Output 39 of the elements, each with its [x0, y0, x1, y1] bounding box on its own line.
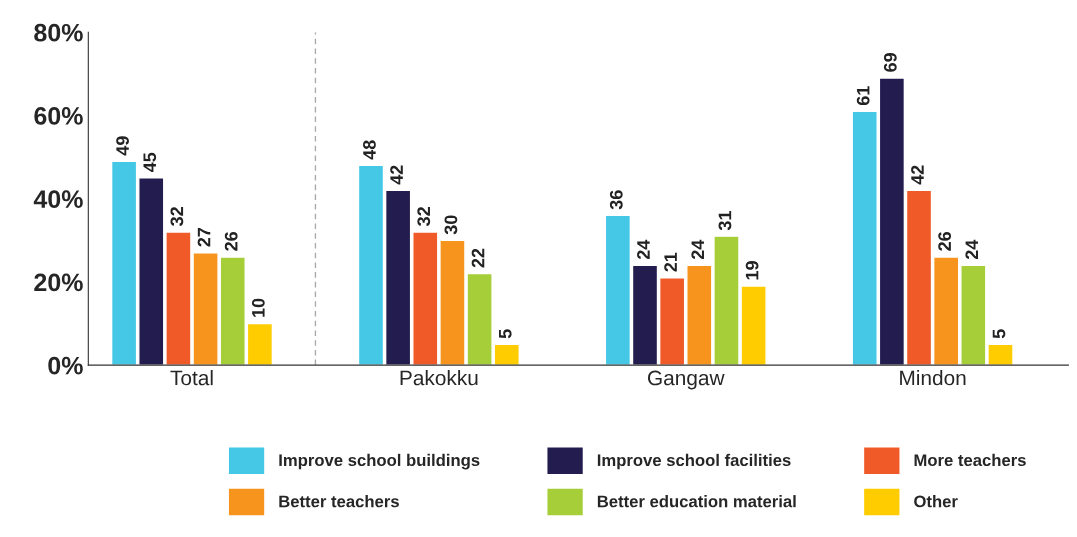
data-label: 5: [499, 329, 512, 339]
legend-label: Improve school facilities: [597, 453, 791, 470]
data-label: 45: [143, 152, 157, 173]
data-label: 27: [197, 227, 211, 247]
x-tick-label: Gangaw: [647, 370, 725, 390]
data-label: 42: [911, 165, 924, 185]
data-label: 5: [992, 329, 1006, 339]
data-label: 61: [856, 86, 870, 106]
y-tick-label: 40%: [33, 190, 83, 208]
data-label: 42: [390, 165, 403, 185]
data-label: 30: [444, 215, 458, 235]
data-label: 48: [363, 140, 376, 160]
data-label: 32: [170, 207, 184, 227]
data-label: 31: [718, 211, 732, 231]
data-label: 22: [471, 248, 485, 268]
y-tick-label: 0%: [48, 356, 83, 375]
data-label: 21: [664, 252, 677, 272]
data-label: 69: [883, 53, 897, 72]
data-label: 26: [938, 231, 952, 251]
legend-label: More teachers: [914, 453, 1026, 467]
x-tick-label: Pakokku: [400, 370, 478, 386]
legend-label: Other: [914, 495, 958, 508]
data-label: 24: [691, 239, 704, 260]
legend-label: Improve school buildings: [279, 453, 480, 470]
y-tick-label: 60%: [34, 107, 83, 125]
data-label: 24: [637, 239, 650, 260]
y-tick-label: 80%: [34, 23, 83, 42]
legend-label: Better teachers: [279, 495, 399, 508]
data-label: 10: [251, 298, 265, 317]
data-label: 49: [116, 136, 129, 156]
y-tick-label: 20%: [34, 273, 83, 292]
data-label: 26: [224, 231, 238, 251]
data-label: 24: [965, 239, 979, 260]
data-label: 19: [745, 261, 759, 280]
data-label: 32: [417, 207, 431, 227]
x-tick-label: Mindon: [900, 370, 966, 386]
data-label: 36: [609, 190, 623, 210]
x-tick-label: Total: [170, 370, 213, 386]
legend-label: Better education material: [597, 495, 796, 508]
